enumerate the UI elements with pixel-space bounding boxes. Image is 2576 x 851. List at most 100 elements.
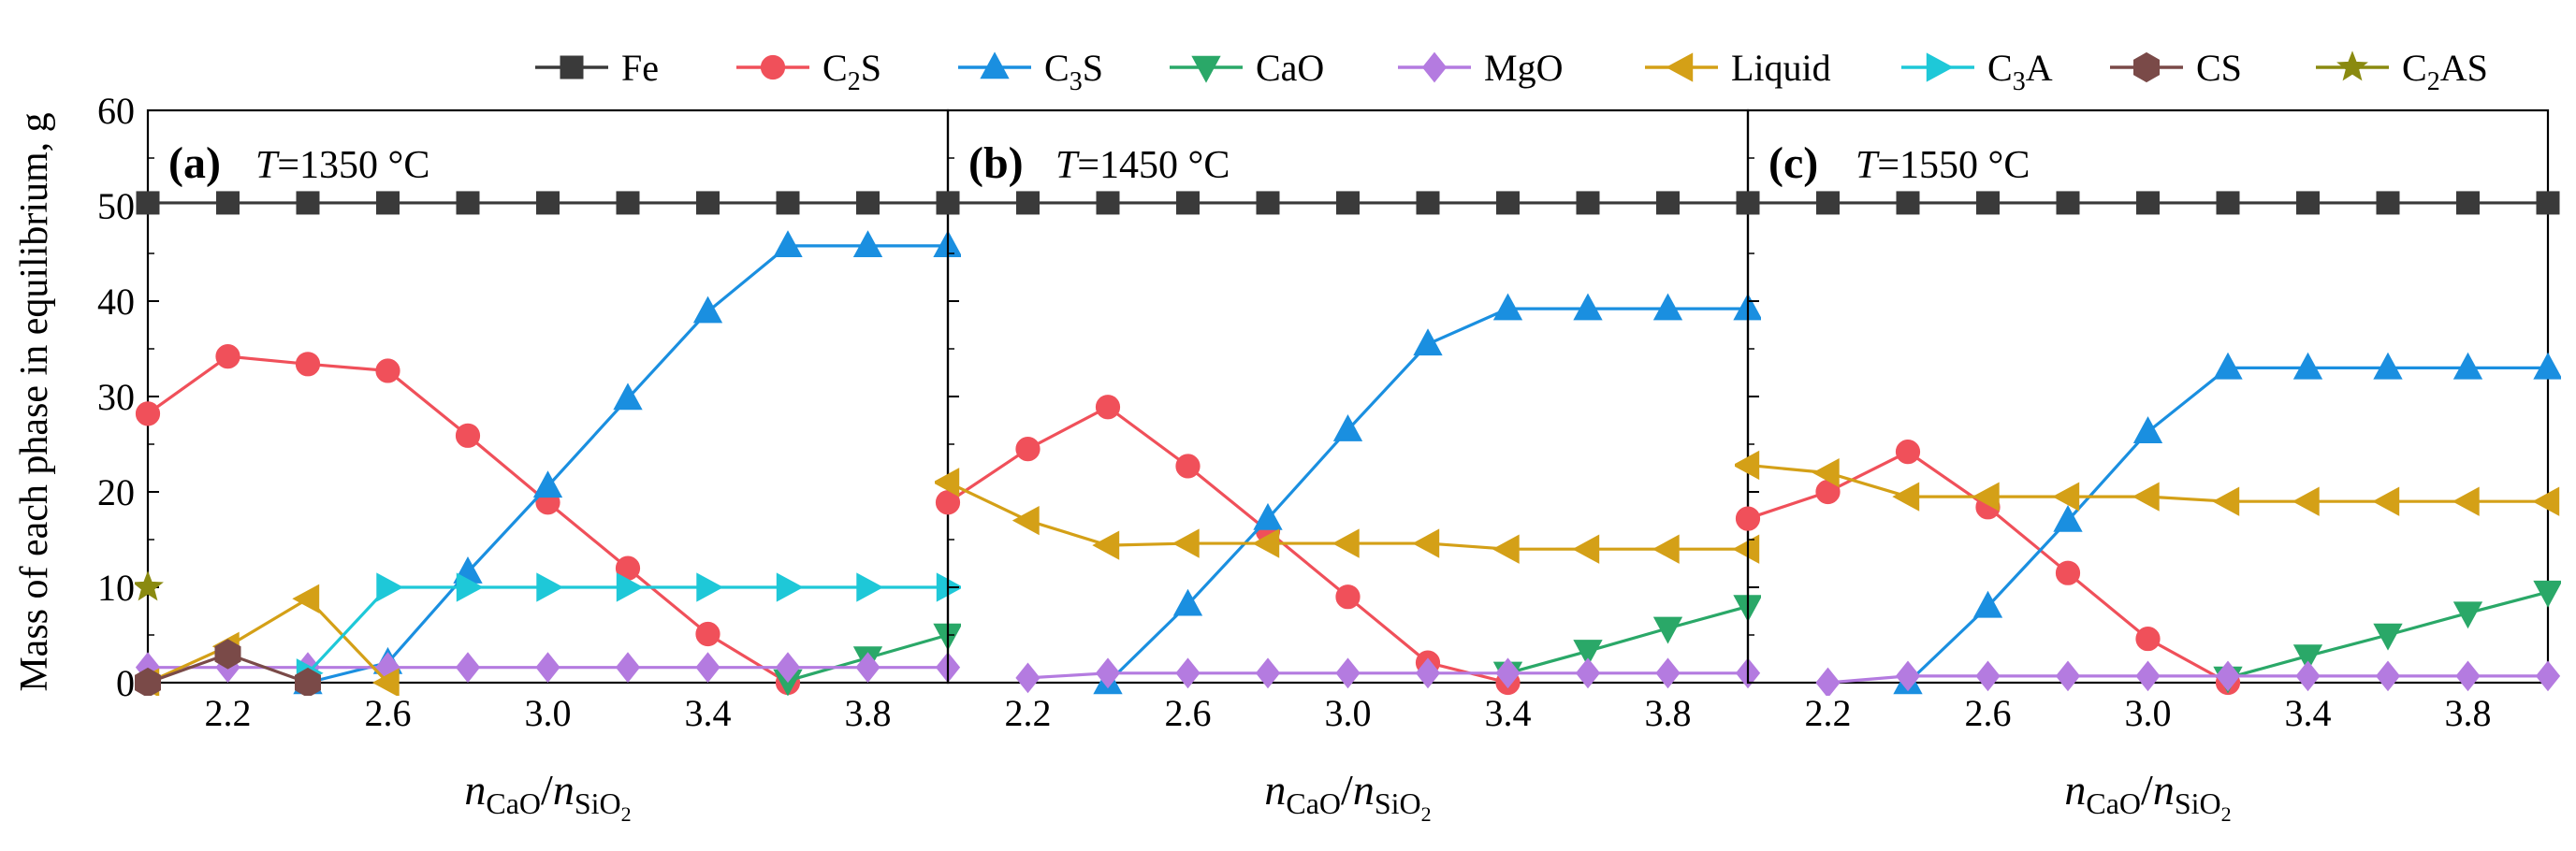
series-fe — [936, 191, 1760, 215]
data-point-mgo — [455, 652, 481, 684]
series-line-c3s — [307, 244, 948, 685]
data-point-mgo — [1015, 662, 1041, 694]
panel-label: (a) — [168, 138, 221, 188]
series-group — [935, 191, 1761, 696]
data-point-c3s — [2533, 352, 2561, 380]
y-tick-label: 40 — [97, 281, 135, 323]
data-point-c3s — [2292, 352, 2323, 380]
panel-label: (b) — [968, 138, 1024, 188]
data-point-liquid — [1892, 482, 1920, 512]
data-point-c2s — [1095, 395, 1121, 420]
data-point-c3s — [2373, 352, 2403, 380]
data-point-cs — [294, 667, 322, 696]
data-point-c2s — [1015, 437, 1041, 462]
legend-label: C2S — [822, 47, 881, 96]
data-point-liquid — [1092, 530, 1120, 560]
data-point-fe — [1176, 191, 1200, 215]
data-point-liquid — [1492, 534, 1520, 564]
data-point-fe — [1896, 191, 1920, 215]
data-point-c2s — [695, 621, 720, 647]
data-point-c2as — [135, 570, 164, 601]
series-line-c3s — [1106, 307, 1748, 685]
series-mgo — [135, 652, 961, 684]
data-point-liquid — [292, 584, 320, 613]
series-line-mgo — [1827, 674, 2548, 685]
data-point-liquid — [1652, 534, 1680, 564]
legend-marker-triangle-up — [980, 51, 1010, 79]
legend-item-cao: CaO — [1170, 47, 1324, 89]
data-point-c3a — [376, 572, 404, 602]
data-point-c2s — [1335, 584, 1361, 610]
legend-item-c3a: C3A — [1901, 47, 2053, 96]
temperature-label: T=1450 °C — [1055, 144, 1230, 187]
x-tick-label: 2.2 — [1005, 692, 1052, 734]
panel-label: (c) — [1768, 138, 1818, 188]
data-point-mgo — [2215, 660, 2241, 692]
data-point-liquid — [2212, 486, 2240, 516]
series-liquid — [935, 468, 1760, 564]
data-point-c3s — [532, 470, 563, 498]
data-point-liquid — [2372, 486, 2400, 516]
y-tick-label: 20 — [97, 471, 135, 513]
data-point-c3s — [692, 296, 723, 324]
data-point-mgo — [1175, 657, 1201, 689]
legend-marker-triangle-right — [1926, 52, 1954, 82]
y-tick-label: 0 — [116, 662, 135, 704]
series-line-liquid — [147, 597, 389, 685]
data-point-c3s — [1413, 328, 1443, 356]
data-point-fe — [776, 191, 800, 215]
data-point-c2s — [455, 423, 481, 448]
temperature-label: T=1350 °C — [255, 144, 429, 187]
legend-item-mgo: MgO — [1398, 47, 1563, 89]
legend-marker-triangle-left — [1666, 52, 1694, 82]
data-point-fe — [456, 191, 480, 215]
data-point-mgo — [2135, 660, 2161, 692]
data-point-cao — [2373, 623, 2403, 651]
data-point-c3a — [856, 572, 884, 602]
data-point-c3s — [2452, 352, 2483, 380]
legend-item-c2as: C2AS — [2316, 47, 2488, 96]
data-point-fe — [936, 191, 960, 215]
series-c2s — [1735, 440, 2241, 696]
legend-marker-hexagon — [2132, 51, 2161, 83]
data-point-liquid — [1252, 528, 1280, 558]
x-tick-label: 2.2 — [1805, 692, 1852, 734]
series-fe — [1736, 191, 2560, 215]
data-point-liquid — [2292, 486, 2320, 516]
data-point-mgo — [2295, 660, 2321, 692]
data-point-c3s — [613, 382, 643, 411]
legend-marker-diamond — [1421, 51, 1448, 83]
data-point-fe — [1336, 191, 1360, 215]
data-point-c2s — [295, 352, 321, 377]
data-point-fe — [136, 191, 160, 215]
x-tick-label: 3.8 — [1645, 692, 1692, 734]
data-point-fe — [2216, 191, 2240, 215]
data-point-mgo — [2455, 660, 2481, 692]
data-point-c2s — [1735, 506, 1761, 531]
data-point-mgo — [2375, 660, 2401, 692]
x-tick-label: 3.0 — [525, 692, 572, 734]
data-point-mgo — [1255, 657, 1281, 689]
series-cs — [135, 639, 322, 696]
data-point-mgo — [1655, 657, 1681, 689]
data-point-fe — [2296, 191, 2320, 215]
data-point-fe — [536, 191, 560, 215]
data-point-fe — [2376, 191, 2400, 215]
data-point-c3s — [2132, 416, 2163, 443]
data-point-c2s — [135, 401, 161, 426]
panel-a: 0 10 20 30 40 50 60 2.2 2.6 3.0 3.4 3.8 (a) T=1350 °C — [97, 90, 961, 734]
data-point-fe — [1096, 191, 1120, 215]
series-liquid — [1735, 450, 2560, 516]
x-axis-label: nCaO/nSiO2 — [464, 766, 631, 826]
x-tick-label: 3.4 — [685, 692, 732, 734]
data-point-mgo — [1975, 660, 2001, 692]
data-point-c3s — [2053, 504, 2083, 532]
data-point-cao — [1573, 640, 1603, 667]
data-point-mgo — [1495, 657, 1521, 689]
data-point-fe — [2536, 191, 2560, 215]
series-c3s — [293, 230, 961, 695]
data-point-mgo — [855, 652, 880, 684]
data-point-fe — [1576, 191, 1600, 215]
data-point-liquid — [1572, 534, 1600, 564]
